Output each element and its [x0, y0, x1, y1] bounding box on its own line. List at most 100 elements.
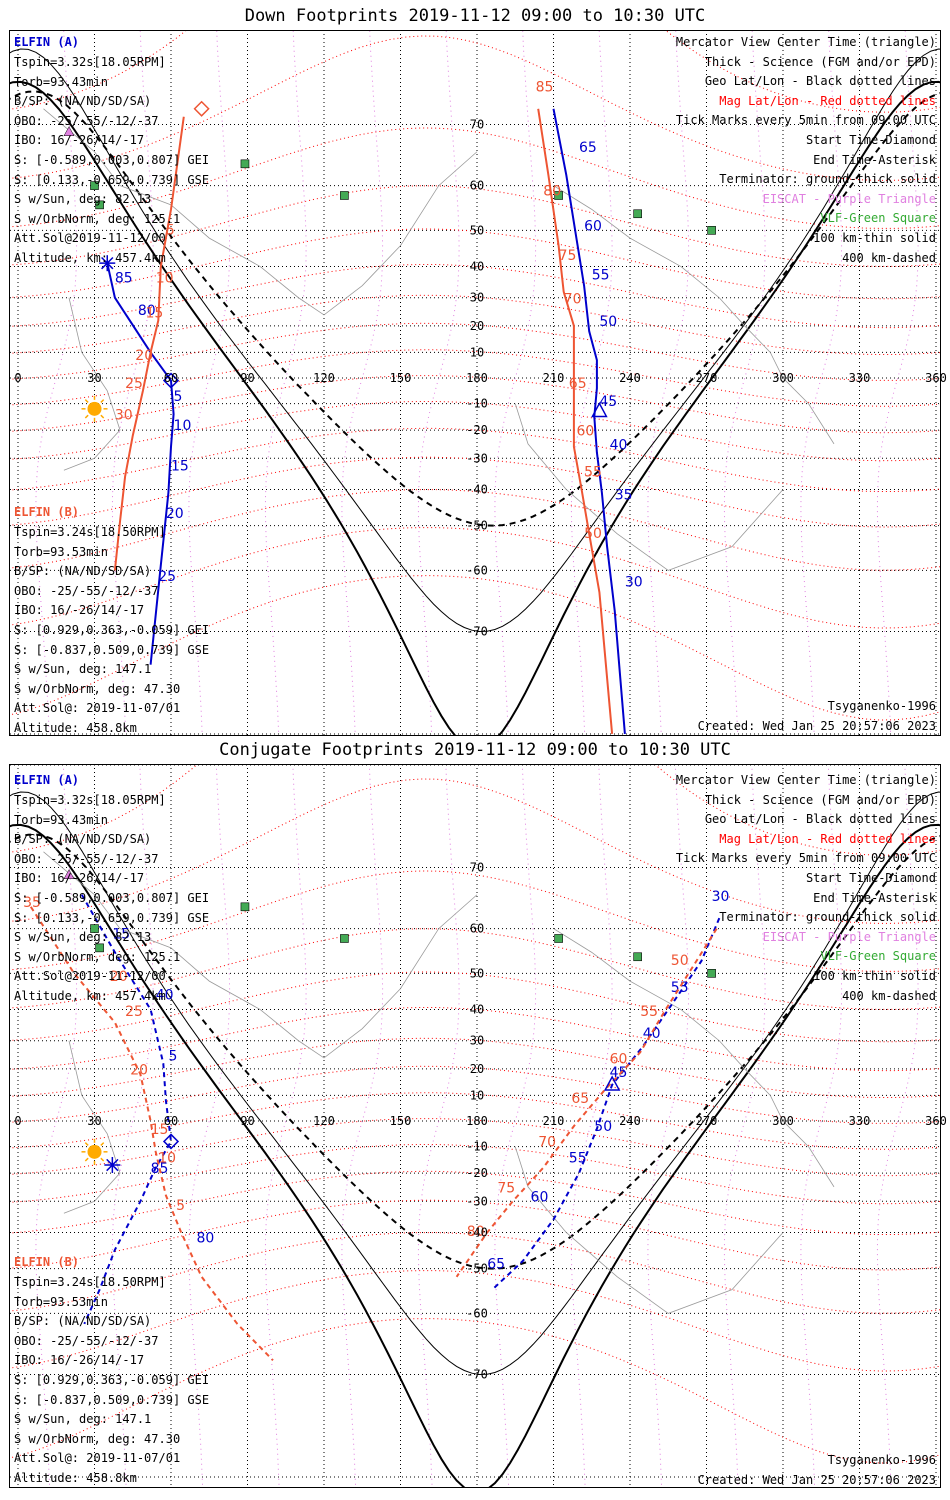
lat-tick-label: 60 — [470, 179, 484, 193]
lat-tick-label: -70 — [466, 1368, 488, 1382]
vlf-station-marker — [90, 181, 99, 190]
lat-tick-label: -20 — [466, 1166, 488, 1180]
coastline — [553, 928, 835, 1188]
coastline — [43, 108, 478, 316]
legend-line: 400 km-dashed — [842, 988, 936, 1003]
tick-label: 20 — [110, 969, 128, 985]
legend-line: EISCAT - Purple Triangle — [762, 191, 936, 206]
sat-info-line: IBO: 16/-26/14/-17 — [14, 133, 145, 148]
tick-label: 10 — [156, 271, 174, 287]
sat-info-line: S: [-0.837,0.509,0.739] GSE — [14, 642, 210, 657]
footprint-track-b — [29, 906, 274, 1362]
lon-tick-label: 180 — [466, 371, 488, 385]
tick-label: 55 — [592, 267, 610, 283]
tick-label: 20 — [135, 348, 153, 364]
vlf-station-marker — [90, 924, 99, 933]
lat-tick-label: 50 — [470, 223, 484, 237]
lon-tick-label: 90 — [240, 371, 254, 385]
mag-parallel — [10, 1232, 940, 1314]
sat-info-line: S w/OrbNorm, deg: 125.1 — [14, 211, 181, 226]
mag-meridian — [723, 31, 766, 735]
legend-line: VLF-Green Square — [820, 949, 936, 964]
lon-tick-label: 150 — [390, 1114, 412, 1128]
mag-parallel — [10, 1270, 940, 1372]
mag-meridian — [264, 765, 307, 1487]
tick-label: 15 — [146, 306, 164, 322]
sat-info-line: Altitude: 458.8km — [14, 721, 137, 735]
tick-label: 85 — [536, 79, 554, 95]
lat-tick-label: -50 — [466, 519, 488, 533]
footprint-track-a — [80, 894, 173, 1325]
mag-meridian — [876, 31, 919, 735]
tick-label: 75 — [497, 1181, 515, 1197]
legend-line: VLF-Green Square — [820, 211, 936, 226]
mag-parallel — [10, 401, 940, 462]
vlf-station-marker — [95, 943, 104, 953]
lat-tick-label: -60 — [466, 1306, 488, 1320]
lon-tick-label: 240 — [619, 371, 641, 385]
mag-parallel — [10, 527, 940, 629]
sat-info-line: S w/OrbNorm, deg: 47.30 — [14, 1431, 181, 1446]
legend-line: Tick Marks every 5min from 09:00 UTC — [675, 851, 936, 866]
vlf-station-marker — [554, 934, 563, 943]
center-triangle-marker — [603, 1075, 621, 1091]
lon-tick-label: 90 — [240, 1114, 254, 1128]
tick-label: 80 — [138, 303, 156, 319]
lat-tick-label: -60 — [466, 563, 488, 577]
tick-label: 60 — [610, 1051, 628, 1067]
terminator-400km — [10, 90, 940, 527]
legend-line: Terminator: ground-thick solid — [719, 910, 936, 925]
lon-tick-label: 240 — [619, 1114, 641, 1128]
footprint-track-b — [113, 116, 185, 571]
sat-info-line: Altitude, km: 457.4km — [14, 251, 166, 265]
legend-line: Tick Marks every 5min from 09:00 UTC — [675, 113, 936, 128]
sat-info-line: S: [-0.837,0.509,0.739] GSE — [14, 1392, 210, 1407]
lon-tick-label: 330 — [849, 1114, 871, 1128]
lat-tick-label: -30 — [466, 1194, 488, 1208]
sun-ray — [100, 399, 105, 403]
mag-meridian — [188, 765, 231, 1487]
tick-label: 55 — [584, 465, 602, 481]
lon-tick-label: 270 — [696, 1114, 718, 1128]
sun-ray — [84, 1142, 89, 1146]
lat-tick-label: 70 — [470, 117, 484, 131]
coastline — [43, 851, 478, 1059]
sat-info-line: Altitude, km: 457.4km — [14, 989, 166, 1003]
tick-label: 40 — [156, 987, 174, 1003]
sat-info-line: S w/Sun, deg: 147.1 — [14, 662, 152, 677]
legend-line: Mag Lat/Lon - Red dotted lines — [719, 93, 936, 108]
mag-parallel — [10, 294, 940, 355]
mag-parallel — [10, 1144, 940, 1205]
sat-info-line: Tspin=3.24s[18.50RPM] — [14, 1275, 166, 1289]
lon-tick-label: 60 — [164, 371, 178, 385]
sat-info-line: OBO: -25/-55/-12/-37 — [14, 583, 159, 598]
tick-label: 45 — [599, 394, 617, 410]
lat-tick-label: -40 — [466, 1225, 488, 1239]
mag-meridian — [876, 765, 919, 1487]
sat-info-line: S w/Sun, deg: 82.13 — [14, 930, 152, 945]
mag-meridian — [570, 765, 613, 1487]
tick-label: 55 — [569, 1150, 587, 1166]
tick-label: 50 — [594, 1119, 612, 1135]
sun-ray — [100, 414, 105, 419]
lon-tick-label: 300 — [772, 1114, 794, 1128]
end-asterisk-marker — [106, 1158, 119, 1172]
tick-label: 35 — [23, 895, 41, 911]
created-label: Created: Wed Jan 25 20:57:06 2023 — [697, 719, 936, 733]
tick-label: 55 — [640, 1004, 658, 1020]
tick-label: 75 — [559, 248, 577, 264]
vlf-station-marker — [633, 209, 642, 219]
footprint-track-a — [106, 262, 175, 665]
tick-label: 60 — [531, 1189, 549, 1205]
sun-ray — [84, 414, 89, 419]
tick-label: 70 — [564, 292, 582, 308]
tick-label: 5 — [166, 222, 175, 238]
tick-label: 25 — [158, 569, 176, 585]
vlf-station-marker — [340, 191, 349, 200]
lat-tick-label: 50 — [470, 966, 484, 980]
sat-info-line: S: [0.929,0.363,-0.059] GEI — [14, 1373, 210, 1387]
tick-label: 60 — [584, 218, 602, 234]
legend-line: Start Time-Diamond — [805, 871, 936, 885]
legend-line: Mercator View Center Time (triangle) — [675, 773, 936, 787]
lon-tick-label: 180 — [466, 1114, 488, 1128]
